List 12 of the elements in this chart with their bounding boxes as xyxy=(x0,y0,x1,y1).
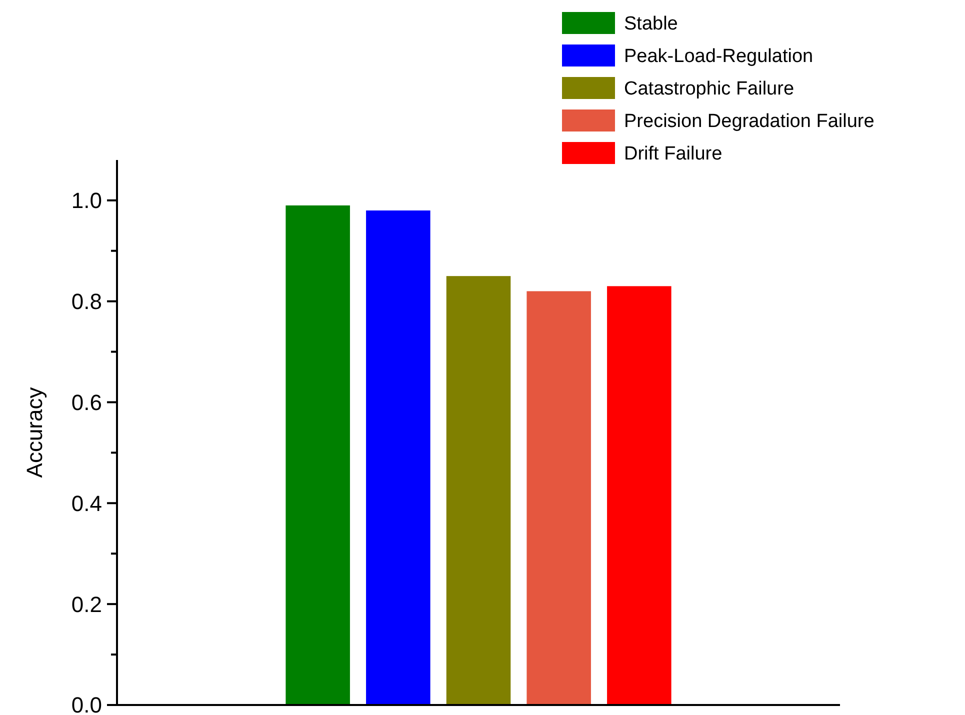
y-tick-label: 0.0 xyxy=(71,692,102,715)
y-axis-title: Accuracy xyxy=(22,387,47,478)
y-tick-label: 0.6 xyxy=(71,390,102,415)
y-tick-label: 0.4 xyxy=(71,490,102,516)
y-tick-label: 0.8 xyxy=(71,288,102,314)
y-tick-label: 1.0 xyxy=(71,188,102,214)
legend-label: Peak-Load-Regulation xyxy=(624,46,814,68)
legend-label: Precision Degradation Failure xyxy=(624,111,874,132)
y-tick-label: 0.2 xyxy=(71,592,102,617)
legend-label: Stable xyxy=(624,14,678,35)
legend-label: Catastrophic Failure xyxy=(624,78,794,100)
legend-label: Drift Failure xyxy=(624,144,722,165)
